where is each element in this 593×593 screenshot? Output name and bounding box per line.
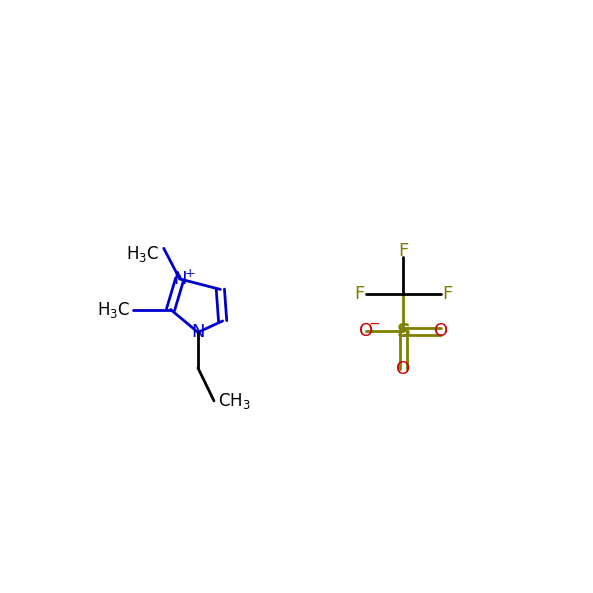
- Text: F: F: [442, 285, 453, 303]
- Text: H$_3$C: H$_3$C: [97, 299, 130, 320]
- Text: F: F: [354, 285, 364, 303]
- Text: CH$_3$: CH$_3$: [218, 391, 250, 411]
- Text: S: S: [397, 322, 410, 341]
- Text: N: N: [191, 323, 205, 342]
- Text: F: F: [398, 242, 409, 260]
- Text: +: +: [185, 267, 196, 280]
- Text: N: N: [173, 270, 186, 288]
- Text: O: O: [434, 323, 448, 340]
- Text: O: O: [396, 360, 410, 378]
- Text: −: −: [368, 317, 380, 331]
- Text: H$_3$C: H$_3$C: [126, 244, 159, 264]
- Text: O: O: [359, 323, 373, 340]
